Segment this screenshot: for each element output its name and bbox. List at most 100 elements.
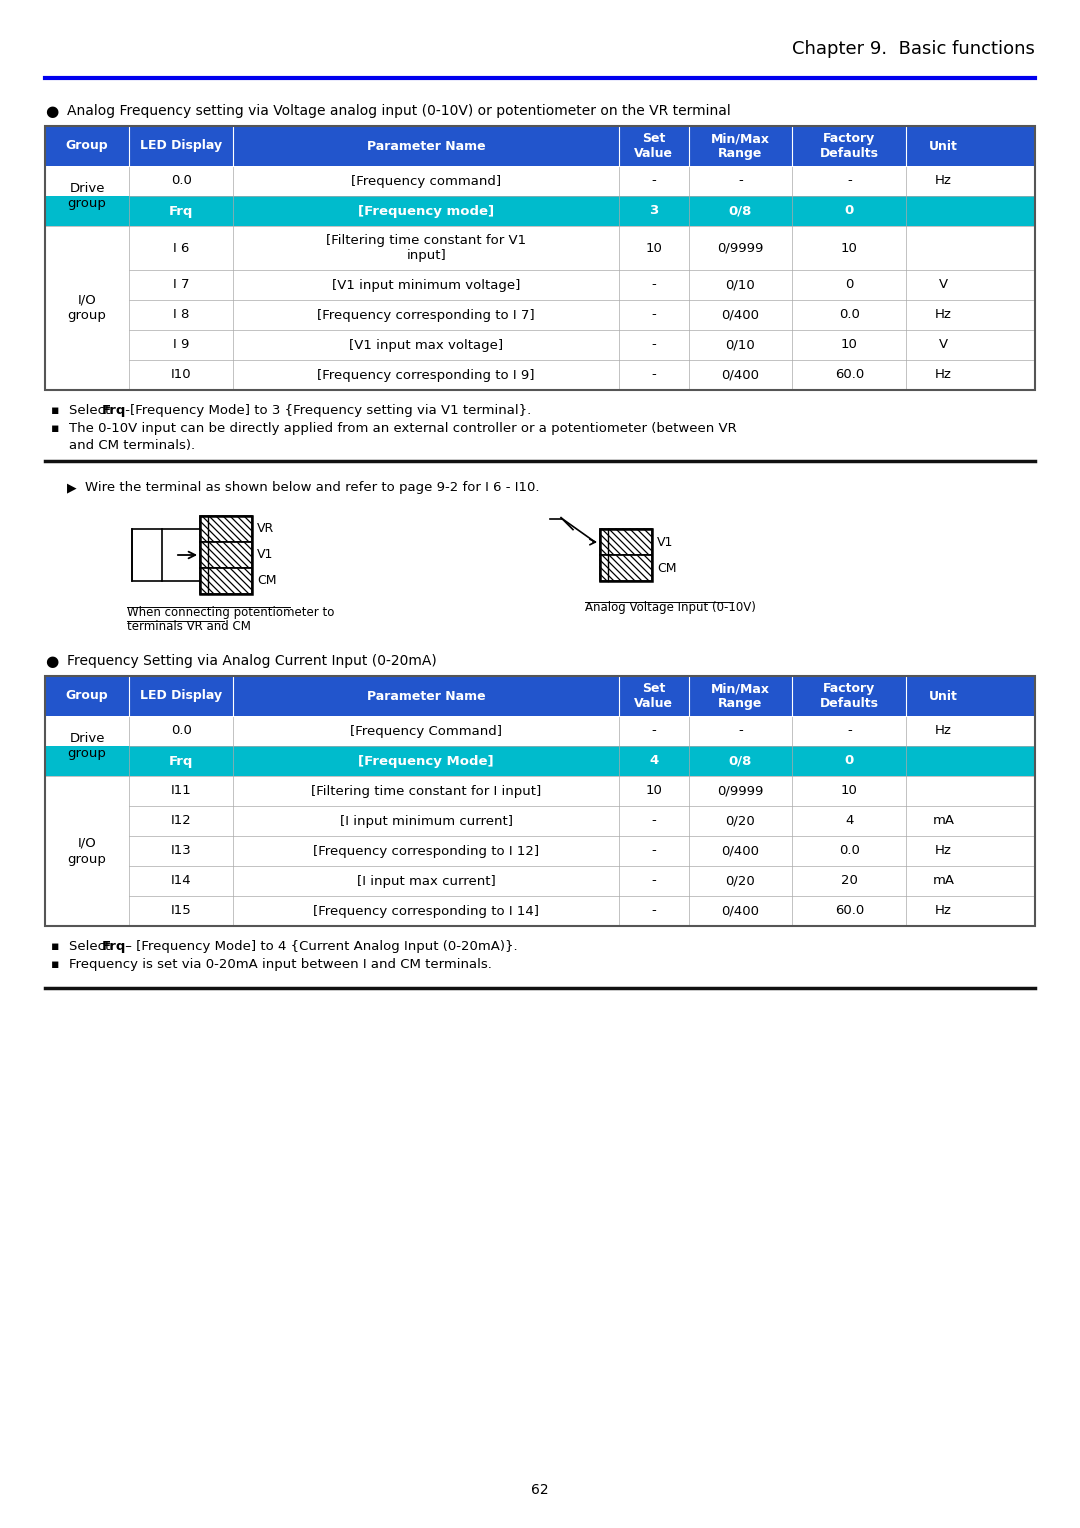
Text: The 0-10V input can be directly applied from an external controller or a potenti: The 0-10V input can be directly applied … <box>69 422 737 435</box>
Text: V: V <box>939 278 948 292</box>
Text: Analog Frequency setting via Voltage analog input (0-10V) or potentiometer on th: Analog Frequency setting via Voltage ana… <box>67 104 731 118</box>
Text: Frq: Frq <box>102 403 126 417</box>
Text: Hz: Hz <box>935 724 951 738</box>
Bar <box>200 516 252 542</box>
Bar <box>45 675 1035 717</box>
Text: Hz: Hz <box>935 905 951 917</box>
Text: [Frequency command]: [Frequency command] <box>351 174 501 188</box>
Text: 0/9999: 0/9999 <box>717 241 764 255</box>
Text: ●: ● <box>45 104 58 119</box>
Text: 0.0: 0.0 <box>839 845 860 857</box>
Bar <box>45 361 1035 390</box>
Text: V1: V1 <box>657 535 673 549</box>
Text: -: - <box>651 278 657 292</box>
Bar <box>45 299 1035 330</box>
Text: Group: Group <box>66 139 108 153</box>
Text: 60.0: 60.0 <box>835 905 864 917</box>
Bar <box>45 125 1035 390</box>
Text: I12: I12 <box>171 814 191 828</box>
Text: Parameter Name: Parameter Name <box>367 139 486 153</box>
Bar <box>45 746 1035 776</box>
Text: CM: CM <box>257 575 276 587</box>
Text: -: - <box>651 174 657 188</box>
Text: Hz: Hz <box>935 174 951 188</box>
Text: Parameter Name: Parameter Name <box>367 689 486 703</box>
Text: ●: ● <box>45 654 58 669</box>
Text: Set
Value: Set Value <box>634 681 673 711</box>
Text: Select: Select <box>69 403 114 417</box>
Text: V1: V1 <box>257 549 273 561</box>
Bar <box>132 529 162 581</box>
Text: Frq: Frq <box>102 940 126 953</box>
Text: 0: 0 <box>845 755 854 767</box>
Text: 0/400: 0/400 <box>721 368 759 382</box>
Bar <box>600 555 652 581</box>
Text: I13: I13 <box>171 845 191 857</box>
Text: Hz: Hz <box>935 309 951 321</box>
Bar <box>45 125 1035 167</box>
Text: Drive
group: Drive group <box>68 182 107 211</box>
Text: -: - <box>847 174 852 188</box>
Text: VR: VR <box>257 523 274 535</box>
Text: 0: 0 <box>845 205 854 217</box>
Text: Factory
Defaults: Factory Defaults <box>820 131 879 160</box>
Text: When connecting potentiometer to: When connecting potentiometer to <box>127 607 335 619</box>
Text: Wire the terminal as shown below and refer to page 9-2 for I 6 - I10.: Wire the terminal as shown below and ref… <box>85 481 540 494</box>
Text: 4: 4 <box>846 814 853 828</box>
Text: I 7: I 7 <box>173 278 189 292</box>
Text: I10: I10 <box>171 368 191 382</box>
Text: Frq: Frq <box>168 205 193 217</box>
Text: -[Frequency Mode] to 3 {Frequency setting via V1 terminal}.: -[Frequency Mode] to 3 {Frequency settin… <box>121 403 531 417</box>
Text: [I input minimum current]: [I input minimum current] <box>339 814 513 828</box>
Text: 20: 20 <box>841 874 858 888</box>
Text: LED Display: LED Display <box>140 139 222 153</box>
Text: 0/400: 0/400 <box>721 845 759 857</box>
Text: I11: I11 <box>171 784 191 798</box>
Text: Min/Max
Range: Min/Max Range <box>711 131 770 160</box>
Text: [Frequency mode]: [Frequency mode] <box>359 205 495 217</box>
Bar <box>45 270 1035 299</box>
Text: 0: 0 <box>846 278 853 292</box>
Text: 0.0: 0.0 <box>171 174 191 188</box>
Text: [Frequency corresponding to I 12]: [Frequency corresponding to I 12] <box>313 845 539 857</box>
Bar <box>45 675 1035 926</box>
Text: 10: 10 <box>841 241 858 255</box>
Text: 4: 4 <box>649 755 659 767</box>
Text: Frequency is set via 0-20mA input between I and CM terminals.: Frequency is set via 0-20mA input betwee… <box>69 958 491 970</box>
Text: 0/8: 0/8 <box>729 205 752 217</box>
Text: -: - <box>651 845 657 857</box>
Text: [V1 input max voltage]: [V1 input max voltage] <box>349 339 503 351</box>
Text: -: - <box>651 724 657 738</box>
Text: 0/20: 0/20 <box>726 874 755 888</box>
Bar <box>45 895 1035 926</box>
Text: Unit: Unit <box>929 139 958 153</box>
Text: ▪: ▪ <box>51 403 59 417</box>
Bar <box>45 330 1035 361</box>
Bar <box>45 167 1035 196</box>
Text: LED Display: LED Display <box>140 689 222 703</box>
Bar <box>45 226 1035 270</box>
Text: -: - <box>738 724 743 738</box>
Text: ▪: ▪ <box>51 940 59 953</box>
Text: 62: 62 <box>531 1484 549 1497</box>
Bar <box>45 776 1035 805</box>
Text: Min/Max
Range: Min/Max Range <box>711 681 770 711</box>
Text: 0.0: 0.0 <box>171 724 191 738</box>
Text: Chapter 9.  Basic functions: Chapter 9. Basic functions <box>792 40 1035 58</box>
Text: -: - <box>738 174 743 188</box>
Text: ▪: ▪ <box>51 958 59 970</box>
Text: Analog Voltage Input (0-10V): Analog Voltage Input (0-10V) <box>585 601 756 614</box>
Text: terminals VR and CM: terminals VR and CM <box>127 620 251 633</box>
Text: 60.0: 60.0 <box>835 368 864 382</box>
Text: -: - <box>651 814 657 828</box>
Text: I/O
group: I/O group <box>68 293 107 322</box>
Text: 0/10: 0/10 <box>726 339 755 351</box>
Text: 0/400: 0/400 <box>721 905 759 917</box>
Bar <box>200 542 252 568</box>
Bar <box>200 516 252 594</box>
Text: [Filtering time constant for V1
input]: [Filtering time constant for V1 input] <box>326 234 526 261</box>
Text: Group: Group <box>66 689 108 703</box>
Text: 10: 10 <box>841 784 858 798</box>
Text: I 8: I 8 <box>173 309 189 321</box>
Bar <box>45 805 1035 836</box>
